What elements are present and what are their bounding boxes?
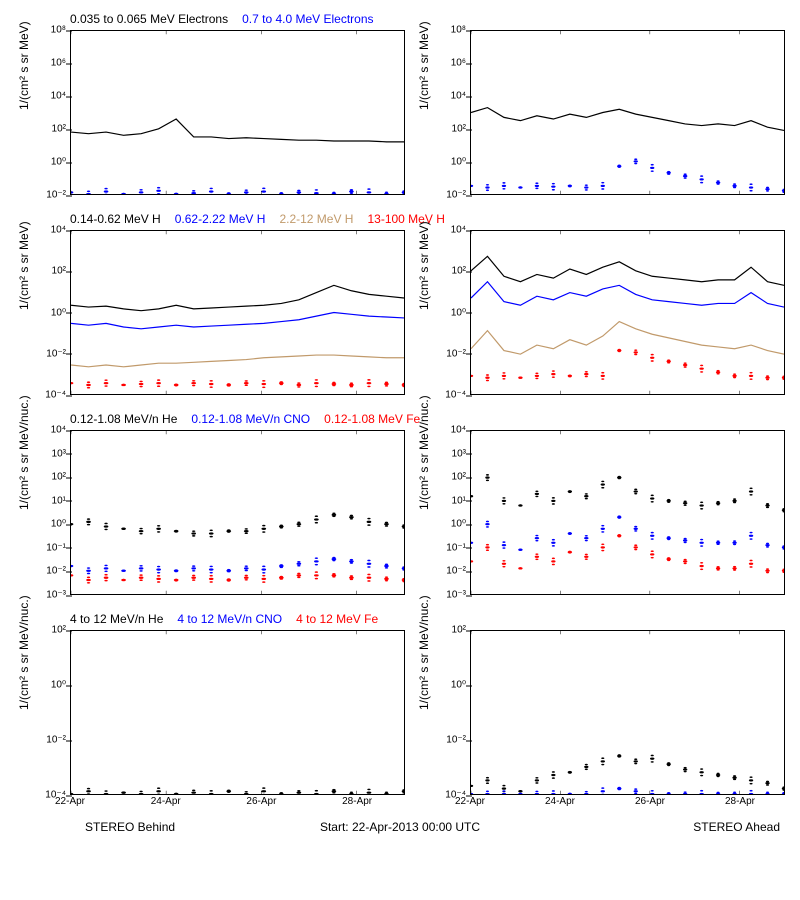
legend-item: 0.7 to 4.0 MeV Electrons (242, 12, 373, 26)
plot-area (70, 430, 405, 595)
plot-area (70, 30, 405, 195)
y-tick: 10⁴ (426, 91, 466, 102)
y-tick: 10⁻² (26, 735, 66, 746)
x-tick: 24-Apr (151, 796, 181, 807)
y-tick: 10⁸ (26, 25, 66, 36)
chart-grid: 0.035 to 0.065 MeV Electrons 0.7 to 4.0 M… (10, 10, 790, 840)
plot-area (70, 630, 405, 795)
y-tick: 10⁻⁴ (426, 390, 466, 401)
y-ticks: 10⁻²10⁰10²10⁴10⁶10⁸ (10, 30, 68, 195)
y-tick: 10² (26, 472, 66, 483)
y-tick: 10² (426, 472, 466, 483)
y-ticks: 10⁻³10⁻²10⁻¹10⁰10¹10²10³10⁴ (10, 430, 68, 595)
x-tick: 26-Apr (246, 796, 276, 807)
legend-item: 0.035 to 0.065 MeV Electrons (70, 12, 228, 26)
panel-3-right: 1/(cm² s sr MeV/nuc.)10⁻⁴10⁻²10⁰10²22-Ap… (410, 610, 790, 810)
legend-row-3: 4 to 12 MeV/n He 4 to 12 MeV/n CNO 4 to 12… (70, 612, 392, 626)
y-tick: 10⁻² (26, 190, 66, 201)
x-tick: 26-Apr (635, 796, 665, 807)
x-tick: 28-Apr (342, 796, 372, 807)
y-tick: 10⁻³ (426, 590, 466, 601)
x-tick: 24-Apr (545, 796, 575, 807)
y-tick: 10⁸ (426, 25, 466, 36)
plot-area (470, 430, 785, 595)
y-tick: 10⁰ (426, 680, 466, 691)
y-tick: 10⁴ (426, 225, 466, 236)
y-tick: 10⁰ (26, 680, 66, 691)
y-tick: 10⁻² (26, 566, 66, 577)
x-tick: 28-Apr (725, 796, 755, 807)
y-tick: 10⁻² (426, 735, 466, 746)
y-tick: 10² (26, 625, 66, 636)
y-tick: 10⁻² (426, 190, 466, 201)
panel-1-left: 0.14-0.62 MeV H 0.62-2.22 MeV H 2.2-12 MeV… (10, 210, 410, 410)
y-tick: 10⁰ (26, 157, 66, 168)
y-ticks: 10⁻⁴10⁻²10⁰10²10⁴ (10, 230, 68, 395)
legend-item: 0.12-1.08 MeV Fe (324, 412, 420, 426)
legend-item: 0.62-2.22 MeV H (175, 212, 266, 226)
y-tick: 10² (26, 124, 66, 135)
plot-area (470, 30, 785, 195)
legend-item: 4 to 12 MeV Fe (296, 612, 378, 626)
y-tick: 10⁴ (26, 425, 66, 436)
plot-area (470, 630, 785, 795)
y-tick: 10⁻² (26, 348, 66, 359)
y-tick: 10⁻¹ (26, 542, 66, 553)
y-tick: 10⁰ (26, 519, 66, 530)
footer-right: STEREO Ahead (693, 820, 780, 834)
panel-2-right: 1/(cm² s sr MeV/nuc.)10⁻³10⁻²10⁻¹10⁰10¹1… (410, 410, 790, 610)
panel-0-left: 0.035 to 0.065 MeV Electrons 0.7 to 4.0 M… (10, 10, 410, 210)
y-tick: 10⁰ (26, 307, 66, 318)
panel-0-right: 1/(cm² s sr MeV)10⁻²10⁰10²10⁴10⁶10⁸ (410, 10, 790, 210)
x-ticks: 22-Apr24-Apr26-Apr28-Apr (70, 796, 405, 810)
y-tick: 10⁶ (26, 58, 66, 69)
x-tick: 22-Apr (455, 796, 485, 807)
y-ticks: 10⁻⁴10⁻²10⁰10² (10, 630, 68, 795)
footer-left: STEREO Behind (85, 820, 175, 834)
y-tick: 10³ (426, 448, 466, 459)
y-ticks: 10⁻⁴10⁻²10⁰10² (410, 630, 468, 795)
panel-2-left: 0.12-1.08 MeV/n He0.12-1.08 MeV/n CNO0.1… (10, 410, 410, 610)
legend-row-0: 0.035 to 0.065 MeV Electrons 0.7 to 4.0 M… (70, 12, 388, 26)
legend-row-2: 0.12-1.08 MeV/n He 0.12-1.08 MeV/n CNO 0.1… (70, 412, 434, 426)
panel-3-left: 4 to 12 MeV/n He 4 to 12 MeV/n CNO 4 to 12… (10, 610, 410, 810)
legend-item: 4 to 12 MeV/n He (70, 612, 163, 626)
legend-item: 0.12-1.08 MeV/n CNO (191, 412, 310, 426)
legend-item: 0.12-1.08 MeV/n He (70, 412, 177, 426)
y-tick: 10⁰ (426, 307, 466, 318)
y-tick: 10⁴ (26, 91, 66, 102)
y-tick: 10⁻² (426, 566, 466, 577)
legend-row-1: 0.14-0.62 MeV H 0.62-2.22 MeV H 2.2-12 MeV… (70, 212, 459, 226)
y-tick: 10⁶ (426, 58, 466, 69)
y-tick: 10⁻² (426, 348, 466, 359)
y-tick: 10⁴ (26, 225, 66, 236)
y-tick: 10³ (26, 448, 66, 459)
y-tick: 10⁻⁴ (26, 390, 66, 401)
plot-area (70, 230, 405, 395)
y-tick: 10¹ (26, 495, 66, 506)
y-tick: 10² (426, 266, 466, 277)
footer: STEREO Behind Start: 22-Apr-2013 00:00 UT… (10, 810, 790, 840)
panel-1-right: 1/(cm² s sr MeV)10⁻⁴10⁻²10⁰10²10⁴ (410, 210, 790, 410)
y-tick: 10¹ (426, 495, 466, 506)
y-ticks: 10⁻³10⁻²10⁻¹10⁰10¹10²10³10⁴ (410, 430, 468, 595)
y-tick: 10² (426, 124, 466, 135)
y-tick: 10⁰ (426, 157, 466, 168)
legend-item: 4 to 12 MeV/n CNO (177, 612, 282, 626)
legend-item: 2.2-12 MeV H (279, 212, 353, 226)
x-ticks: 22-Apr24-Apr26-Apr28-Apr (470, 796, 785, 810)
y-ticks: 10⁻²10⁰10²10⁴10⁶10⁸ (410, 30, 468, 195)
y-tick: 10⁰ (426, 519, 466, 530)
footer-center: Start: 22-Apr-2013 00:00 UTC (320, 820, 480, 834)
legend-item: 0.14-0.62 MeV H (70, 212, 161, 226)
y-tick: 10² (426, 625, 466, 636)
y-tick: 10² (26, 266, 66, 277)
y-tick: 10⁻³ (26, 590, 66, 601)
plot-area (470, 230, 785, 395)
x-tick: 22-Apr (55, 796, 85, 807)
y-tick: 10⁻¹ (426, 542, 466, 553)
y-ticks: 10⁻⁴10⁻²10⁰10²10⁴ (410, 230, 468, 395)
y-tick: 10⁴ (426, 425, 466, 436)
